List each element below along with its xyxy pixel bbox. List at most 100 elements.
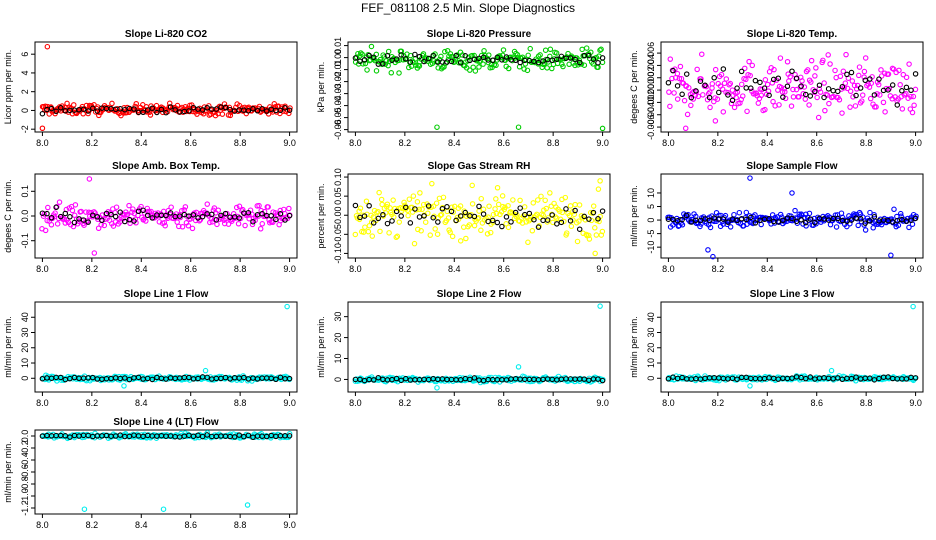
reference-point xyxy=(435,219,441,225)
data-point xyxy=(782,89,788,95)
data-point xyxy=(852,103,859,109)
y-tick-label: -0.03 xyxy=(333,83,343,104)
data-point xyxy=(524,67,531,74)
x-tick-label: 8.8 xyxy=(860,398,873,408)
data-point xyxy=(599,228,606,235)
data-point xyxy=(368,43,375,50)
x-tick-label: 8.8 xyxy=(234,520,247,530)
reference-point xyxy=(421,213,427,219)
reference-point xyxy=(108,211,114,218)
data-point xyxy=(54,221,61,227)
x-tick-label: 8.2 xyxy=(712,398,725,408)
panel-title: Slope Amb. Box Temp. xyxy=(112,161,220,172)
data-point xyxy=(820,57,826,64)
data-point xyxy=(725,89,731,96)
data-point xyxy=(859,98,865,104)
y-axis-label: ml/min per min. xyxy=(316,316,326,378)
data-point xyxy=(420,201,427,208)
data-point xyxy=(457,203,464,209)
x-tick-label: 8.0 xyxy=(36,398,49,408)
reference-point xyxy=(204,432,210,438)
data-point xyxy=(469,201,476,207)
reference-point xyxy=(526,210,533,217)
data-point xyxy=(849,78,856,84)
data-point xyxy=(492,206,498,212)
reference-point xyxy=(725,92,731,98)
outlier-point xyxy=(244,502,251,508)
data-point xyxy=(873,104,879,110)
data-point xyxy=(777,55,784,61)
x-tick-label: 8.0 xyxy=(662,138,675,148)
reference-point xyxy=(412,206,418,212)
reference-point xyxy=(489,57,496,64)
reference-point xyxy=(576,226,583,232)
reference-point xyxy=(366,203,372,209)
reference-point xyxy=(425,55,432,62)
data-point xyxy=(101,222,108,229)
data-point xyxy=(771,66,777,73)
reference-point xyxy=(393,208,400,215)
panel-7: Slope Line 1 Flow 8.0 8.2 8.4 8.6 8.8 9.0 0 10 20… xyxy=(3,289,298,408)
data-point xyxy=(707,89,713,95)
data-point xyxy=(85,110,91,117)
y-tick-label: 0.000 xyxy=(646,79,656,102)
reference-point xyxy=(48,215,55,221)
x-tick-label: 8.4 xyxy=(761,398,774,408)
reference-point xyxy=(830,87,836,94)
reference-point xyxy=(839,83,846,90)
data-point xyxy=(418,228,424,234)
outlier-point xyxy=(160,506,167,512)
y-tick-label: -0.8 xyxy=(20,476,30,492)
data-point xyxy=(808,57,815,64)
reference-point xyxy=(135,374,142,381)
data-point xyxy=(793,86,800,93)
data-point xyxy=(487,229,494,236)
data-point xyxy=(572,62,578,69)
x-tick-label: 8.0 xyxy=(349,138,362,148)
data-point xyxy=(530,200,537,206)
reference-point xyxy=(204,104,210,111)
data-point xyxy=(466,222,473,228)
x-tick-label: 8.6 xyxy=(184,138,197,148)
y-tick-label: 0.002 xyxy=(646,66,656,89)
data-point xyxy=(832,67,838,74)
data-point xyxy=(553,50,560,56)
data-point xyxy=(837,73,844,80)
reference-point xyxy=(748,214,754,221)
x-tick-label: 8.0 xyxy=(662,398,675,408)
data-point xyxy=(906,61,912,67)
data-point xyxy=(69,207,76,214)
reference-point xyxy=(167,210,174,216)
data-point xyxy=(747,72,753,79)
data-point xyxy=(438,211,445,218)
data-point xyxy=(185,223,192,229)
data-point xyxy=(517,197,523,204)
data-point xyxy=(286,430,293,437)
y-tick-label: 30 xyxy=(333,312,343,322)
data-point xyxy=(542,197,548,204)
data-series xyxy=(665,51,919,132)
data-point xyxy=(803,223,809,229)
y-axis-label: degees C per min. xyxy=(3,179,13,253)
reference-point xyxy=(807,216,814,222)
reference-point xyxy=(581,213,588,220)
reference-point xyxy=(222,104,229,111)
data-point xyxy=(727,80,734,87)
outlier-point xyxy=(515,124,522,130)
data-point xyxy=(110,223,117,229)
plot-frame xyxy=(34,429,298,515)
data-point xyxy=(674,70,681,77)
data-point xyxy=(383,58,390,64)
data-point xyxy=(570,217,576,223)
reference-point xyxy=(503,54,510,60)
data-point xyxy=(727,224,734,230)
outlier-point xyxy=(597,303,603,309)
reference-point xyxy=(181,211,188,218)
data-point xyxy=(457,238,464,244)
data-point xyxy=(581,62,588,68)
y-tick-label: 0 xyxy=(333,377,343,382)
data-point xyxy=(447,51,454,57)
data-point xyxy=(369,233,376,239)
x-tick-label: 8.6 xyxy=(184,398,197,408)
data-point xyxy=(867,209,873,216)
